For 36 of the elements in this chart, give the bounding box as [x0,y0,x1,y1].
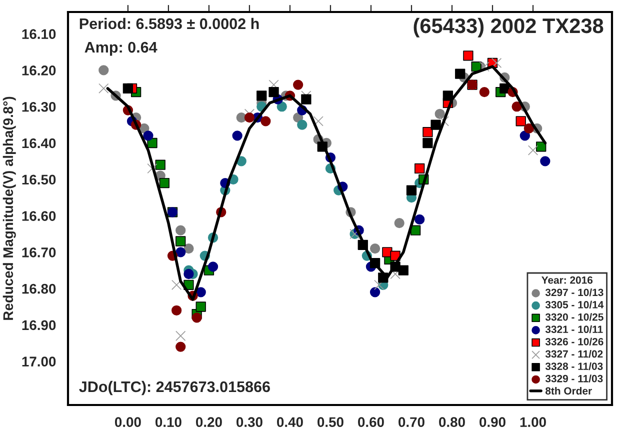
x-tick-label: 0.80 [439,417,465,428]
y-tick-label: 16.10 [22,29,56,40]
annotation: Period: 6.5893 ± 0.0002 h [80,18,259,30]
x-tick-label: 0.90 [480,417,506,428]
y-axis-title: Reduced Magnitude(V) alpha(9.8°) [2,96,16,320]
x-tick-label: 0.30 [236,417,262,428]
legend-label: 3321 - 10/11 [545,325,603,334]
legend-label: 8th Order [546,386,592,395]
x-tick-label: 0.40 [277,417,303,428]
legend-title: Year: 2016 [542,276,593,284]
legend-label: 3305 - 10/14 [545,300,604,309]
x-tick-label: 0.60 [358,417,384,428]
y-tick-label: 16.60 [22,211,56,221]
y-tick-label: 16.90 [22,320,56,330]
y-tick-label: 17.00 [22,356,56,367]
y-tick-label: 16.70 [22,248,56,258]
y-tick-label: 16.80 [22,284,56,294]
legend-label: 3297 - 10/13 [545,288,604,296]
y-tick-label: 16.20 [22,66,56,76]
x-tick-label: 1.00 [520,417,546,428]
legend-label: 3329 - 11/03 [545,374,603,382]
legend-label: 3328 - 11/03 [545,362,603,370]
annotation: JDo(LTC): 2457673.015866 [79,380,270,396]
legend-label: 3326 - 10/26 [545,338,604,346]
x-tick-label: 0.20 [196,417,222,428]
legend-label: 3320 - 10/25 [545,313,604,321]
legend-label: 3327 - 11/02 [545,350,603,358]
x-tick-label: 0.70 [398,417,424,428]
x-tick-label: 0.00 [114,417,141,428]
y-tick-label: 16.50 [22,174,56,185]
x-tick-label: 0.50 [318,417,344,428]
y-tick-label: 16.40 [22,138,56,148]
annotation: Amp: 0.64 [84,42,158,56]
y-tick-label: 16.30 [22,102,56,112]
x-tick-label: 0.10 [155,417,182,428]
chart-title: (65433) 2002 TX238 [414,18,604,38]
